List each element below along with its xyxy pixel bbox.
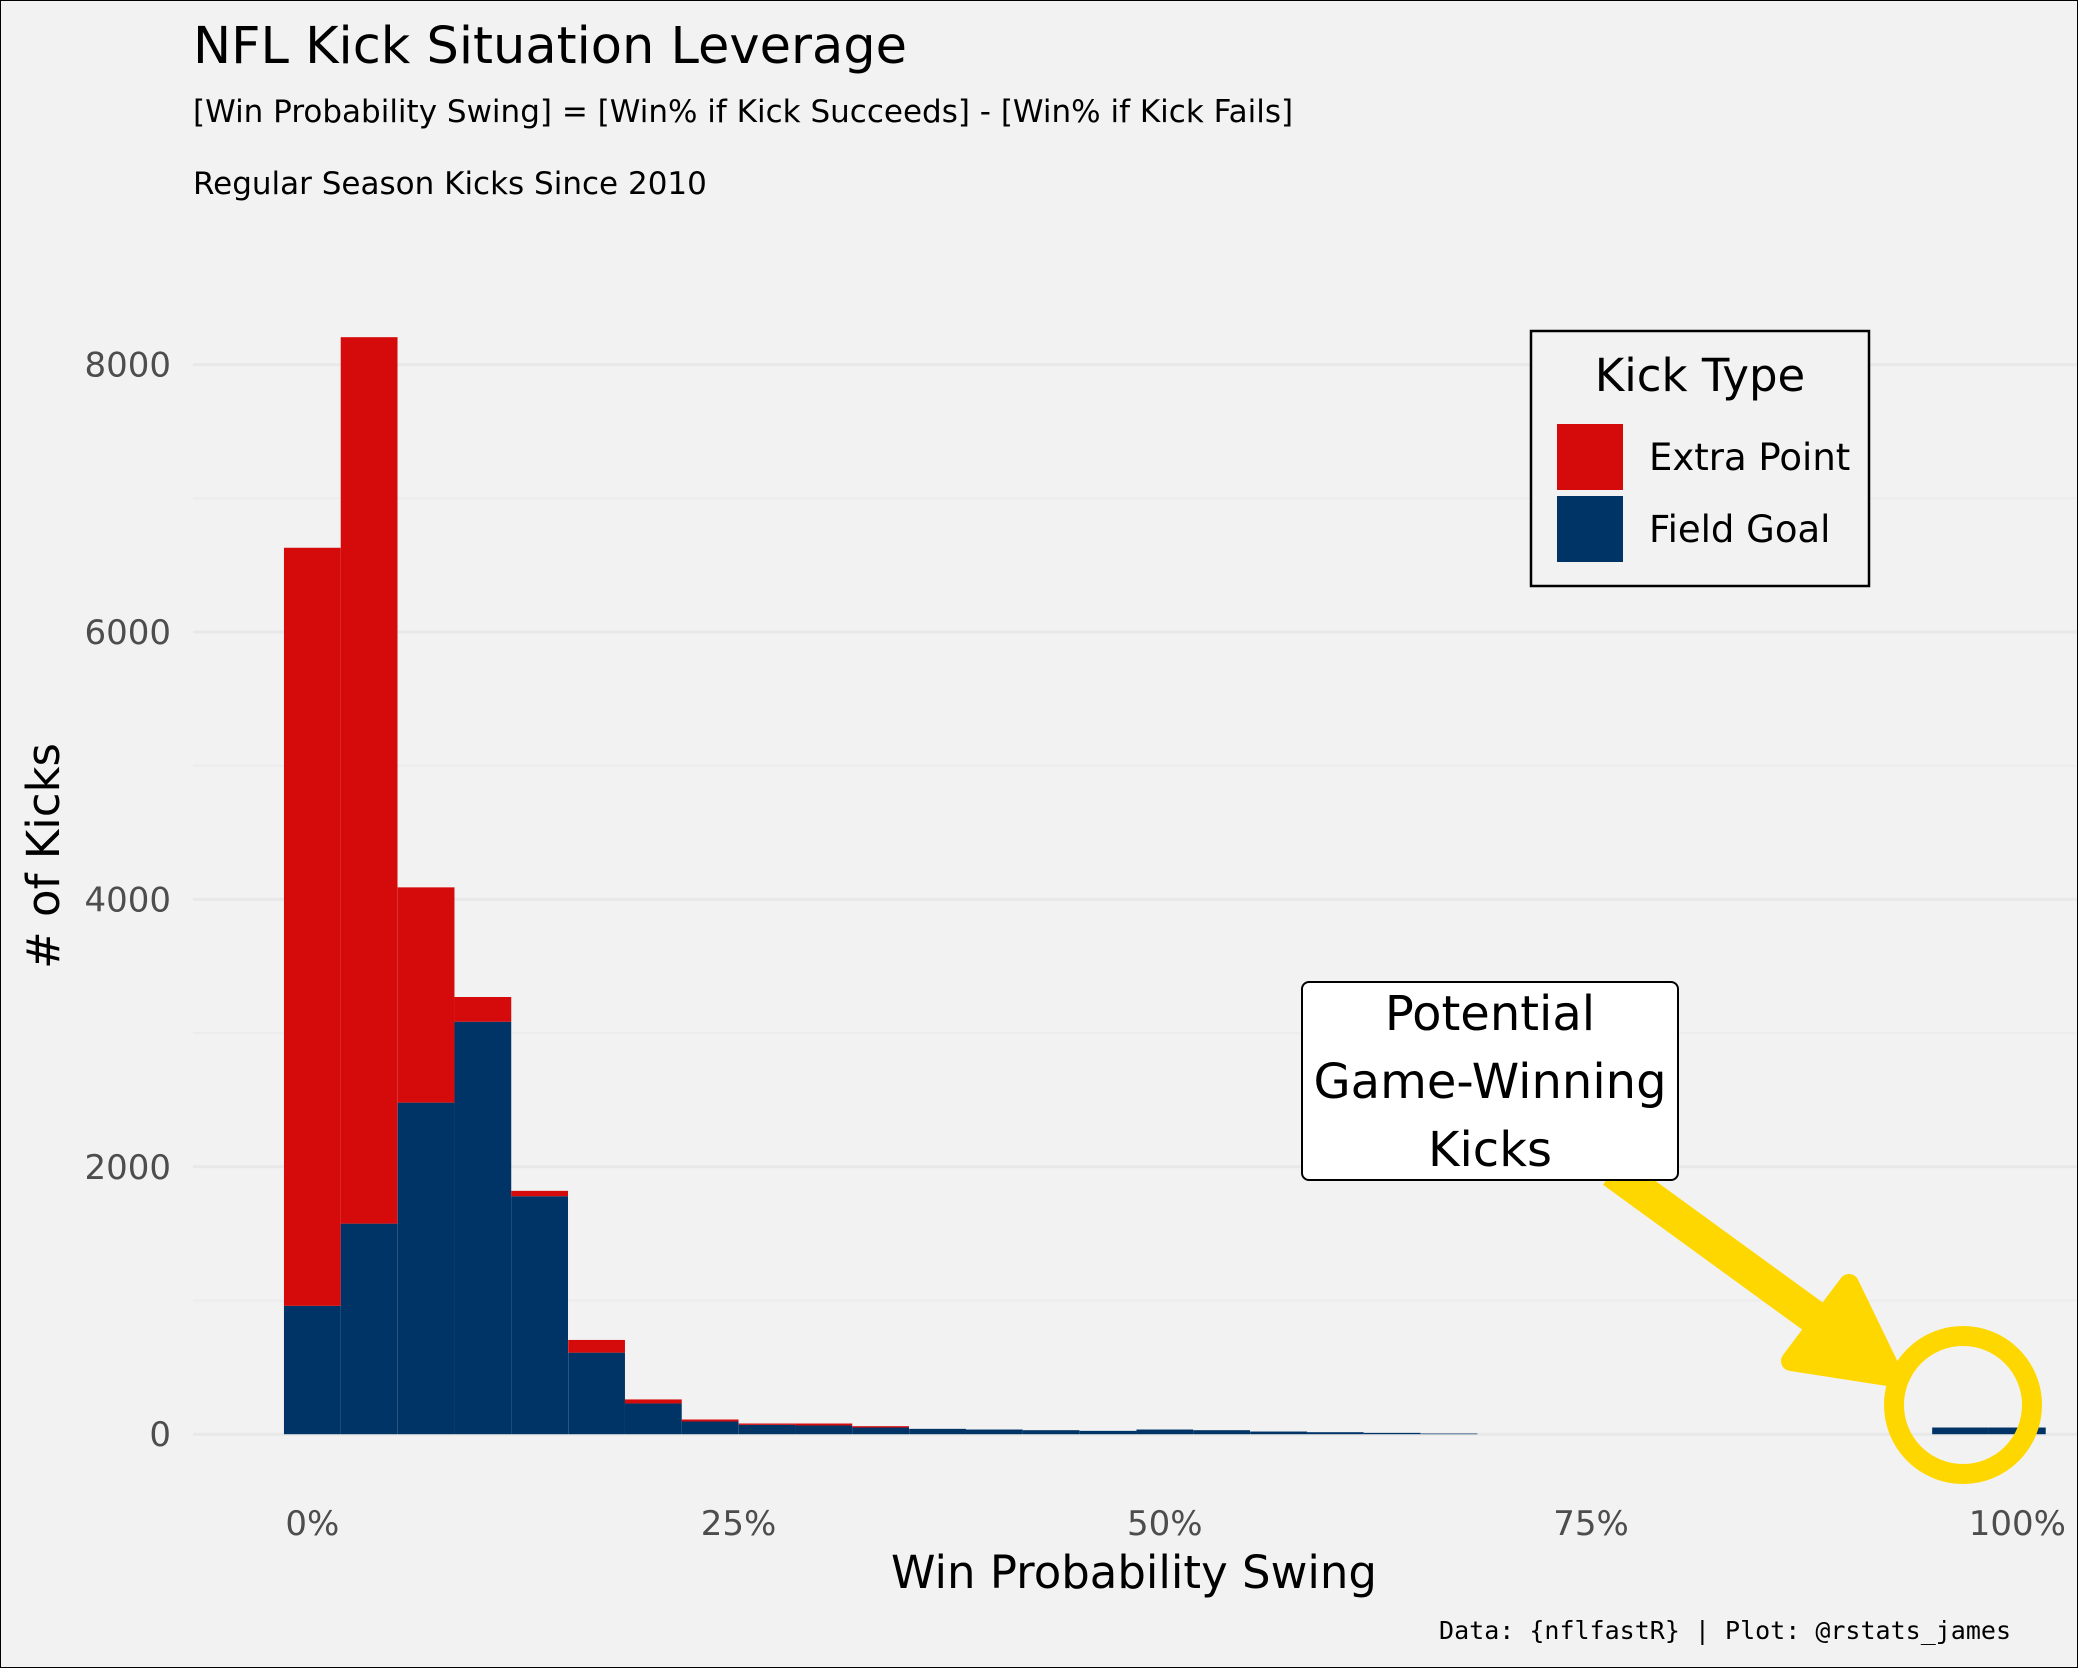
bars xyxy=(283,337,2046,1435)
bar-field-goal xyxy=(909,1428,966,1435)
bar-field-goal xyxy=(568,1352,625,1435)
bar-extra-point xyxy=(454,997,512,1022)
arrow-shaft xyxy=(1603,1157,1843,1345)
x-tick-label: 75% xyxy=(1553,1504,1629,1544)
legend-swatch-field-goal xyxy=(1557,496,1623,562)
bar-extra-point xyxy=(795,1423,853,1426)
bar-field-goal xyxy=(1136,1429,1194,1435)
bar-field-goal xyxy=(511,1196,569,1435)
x-tick-label: 100% xyxy=(1969,1504,2066,1544)
bar-extra-point xyxy=(738,1423,796,1425)
y-tick-label: 0 xyxy=(149,1415,171,1455)
legend-swatch-extra-point xyxy=(1557,424,1623,490)
bar-field-goal xyxy=(852,1427,910,1435)
bar-field-goal xyxy=(1193,1430,1251,1435)
y-tick-labels: 0 2000 4000 6000 8000 xyxy=(84,346,171,1456)
bar-field-goal xyxy=(340,1223,398,1435)
bar-field-goal xyxy=(454,1021,512,1435)
annotation-line-1: Potential xyxy=(1385,986,1595,1042)
bar-extra-point xyxy=(681,1419,739,1422)
x-tick-label: 25% xyxy=(701,1504,777,1544)
bar-field-goal xyxy=(681,1421,739,1435)
annotation-arrow xyxy=(1603,1157,1904,1387)
bar-field-goal xyxy=(624,1403,682,1435)
chart-subtitle-2: Regular Season Kicks Since 2010 xyxy=(193,166,707,202)
bar-extra-point xyxy=(283,547,341,1306)
x-tick-label: 0% xyxy=(285,1504,339,1544)
annotation-line-2: Game-Winning xyxy=(1313,1054,1666,1110)
bar-field-goal xyxy=(1250,1431,1307,1435)
y-tick-label: 2000 xyxy=(84,1148,171,1188)
x-tick-label: 50% xyxy=(1127,1504,1203,1544)
bar-extra-point xyxy=(397,887,455,1103)
x-axis-title: Win Probability Swing xyxy=(891,1546,1377,1599)
bar-extra-point xyxy=(624,1399,682,1404)
bar-field-goal xyxy=(1022,1430,1080,1435)
annotation-label: Potential Game-Winning Kicks xyxy=(1301,981,1679,1181)
bar-extra-point xyxy=(568,1339,625,1353)
annotation-box xyxy=(1301,981,1679,1181)
bar-field-goal xyxy=(965,1429,1023,1435)
legend-label-field-goal: Field Goal xyxy=(1649,508,1830,551)
annotation-line-3: Kicks xyxy=(1428,1122,1552,1178)
bar-extra-point xyxy=(340,337,398,1224)
bar-field-goal xyxy=(795,1425,853,1435)
chart-caption: Data: {nflfastR} | Plot: @rstats_james xyxy=(1439,1616,2011,1645)
chart-subtitle: [Win Probability Swing] = [Win% if Kick … xyxy=(193,94,1293,130)
bar-field-goal xyxy=(738,1424,796,1435)
bar-extra-point xyxy=(852,1426,910,1428)
bar-field-goal xyxy=(1079,1430,1137,1435)
bar-field-goal xyxy=(1420,1433,1478,1435)
legend: Kick Type Extra Point Field Goal xyxy=(1529,329,1871,588)
bar-extra-point xyxy=(511,1190,569,1197)
bar-field-goal xyxy=(283,1305,341,1435)
bar-field-goal xyxy=(1932,1427,1989,1435)
legend-label-extra-point: Extra Point xyxy=(1649,436,1850,479)
y-axis-title: # of Kicks xyxy=(17,743,70,969)
y-tick-label: 8000 xyxy=(84,346,171,386)
chart-title: NFL Kick Situation Leverage xyxy=(193,17,907,76)
highlight-circle xyxy=(1884,1326,2042,1484)
bar-field-goal xyxy=(1306,1432,1364,1435)
y-tick-label: 6000 xyxy=(84,613,171,653)
legend-title: Kick Type xyxy=(1595,349,1805,402)
bar-field-goal xyxy=(397,1102,455,1435)
arrow-head xyxy=(1781,1274,1904,1387)
bar-field-goal xyxy=(1363,1432,1421,1435)
y-tick-label: 4000 xyxy=(84,880,171,920)
x-tick-labels: 0% 25% 50% 75% 100% xyxy=(285,1504,2066,1544)
